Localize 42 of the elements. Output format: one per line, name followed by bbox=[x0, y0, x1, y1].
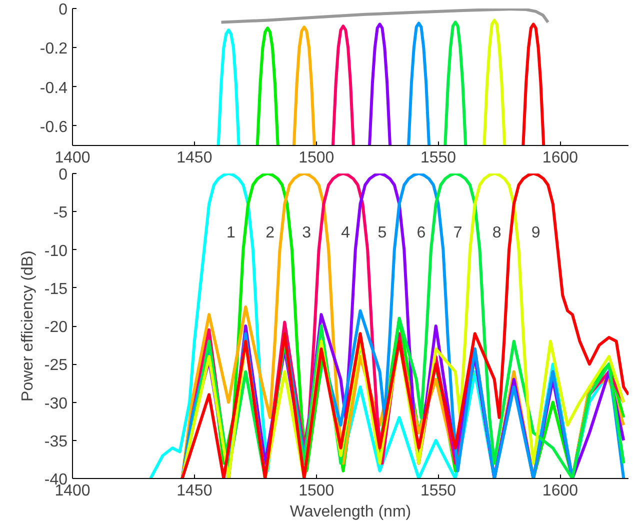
line-series bbox=[331, 24, 355, 146]
y-tick-label: 0 bbox=[58, 2, 68, 18]
annotation: 1 bbox=[226, 224, 236, 242]
x-tick-label: 1600 bbox=[542, 150, 578, 166]
line-series bbox=[444, 20, 468, 146]
annotation: 9 bbox=[531, 224, 540, 242]
y-tick-label: -0.4 bbox=[40, 80, 68, 97]
line-series bbox=[522, 22, 546, 146]
y-axis-title: Power efficiency (dB) bbox=[19, 250, 36, 402]
y-tick-label: 0 bbox=[58, 166, 68, 184]
y-tick-label: -5 bbox=[53, 204, 68, 222]
line-series bbox=[220, 8, 550, 24]
line-series bbox=[256, 26, 280, 146]
line-series bbox=[482, 18, 506, 146]
annotation: 3 bbox=[302, 224, 312, 242]
annotation: 8 bbox=[492, 224, 502, 242]
x-tick-label: 1600 bbox=[542, 482, 578, 500]
x-tick-label: 1550 bbox=[420, 482, 456, 500]
annotation: 7 bbox=[453, 224, 462, 242]
annotation: 5 bbox=[378, 224, 387, 242]
y-tick-label: -15 bbox=[44, 280, 68, 298]
x-tick-label: 1450 bbox=[176, 482, 212, 500]
line-series bbox=[407, 22, 431, 146]
y-tick-label: -35 bbox=[44, 433, 68, 450]
line-series bbox=[216, 28, 240, 146]
line-series bbox=[368, 22, 392, 146]
y-tick-label: -25 bbox=[44, 357, 68, 374]
annotation: 2 bbox=[266, 224, 275, 242]
y-tick-label: -30 bbox=[44, 395, 68, 412]
x-tick-label: 1500 bbox=[298, 150, 334, 166]
x-tick-label: 1450 bbox=[176, 150, 212, 166]
x-tick-label: 1550 bbox=[420, 150, 456, 166]
x-tick-label: 1500 bbox=[298, 482, 334, 500]
y-tick-label: -0.6 bbox=[40, 118, 68, 136]
y-tick-label: -10 bbox=[44, 242, 68, 260]
annotation: 6 bbox=[416, 224, 426, 242]
line-series bbox=[292, 26, 316, 146]
y-tick-label: -0.2 bbox=[40, 40, 68, 58]
annotation: 4 bbox=[341, 224, 350, 242]
y-tick-label: -20 bbox=[44, 319, 68, 336]
x-tick-label: 1400 bbox=[54, 150, 90, 166]
x-axis-title: Wavelength (nm) bbox=[290, 504, 412, 520]
